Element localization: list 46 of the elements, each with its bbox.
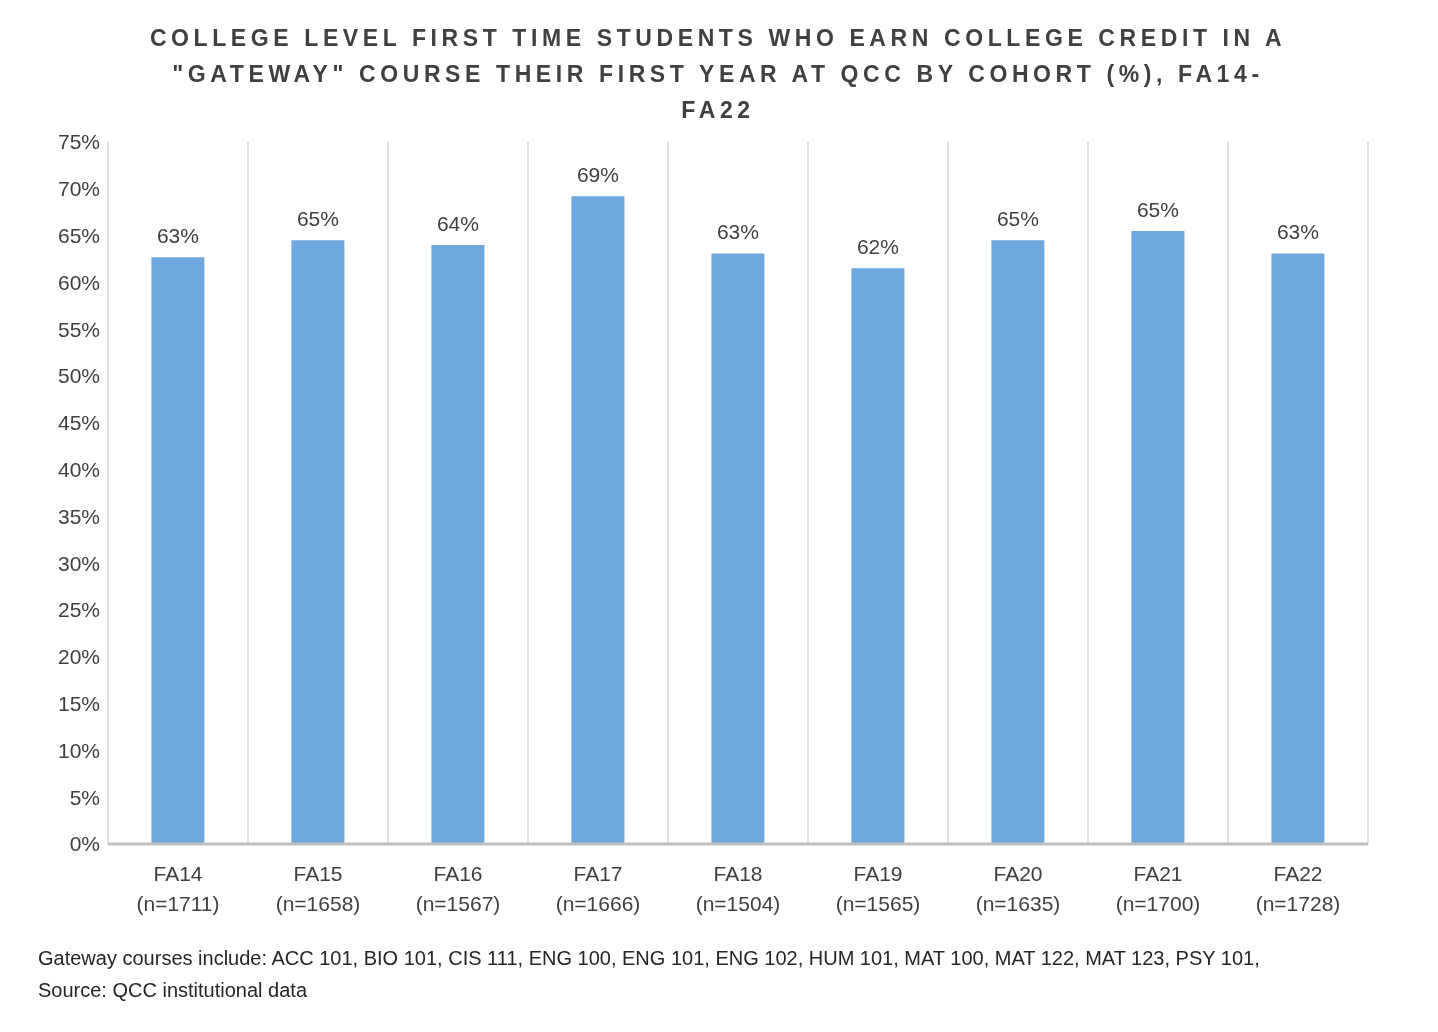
x-tick-label: FA17 (n=1666) bbox=[555, 861, 641, 916]
y-tick-label: 60% bbox=[57, 270, 100, 294]
y-tick-label: 65% bbox=[57, 224, 100, 248]
y-tick-label: 45% bbox=[57, 411, 100, 435]
x-tick-label: FA14 (n=1711) bbox=[136, 861, 220, 916]
data-label: 65% bbox=[996, 207, 1039, 231]
y-tick-label: 10% bbox=[57, 738, 100, 762]
y-tick-label: 25% bbox=[57, 598, 100, 622]
x-tick-label: FA18 (n=1504) bbox=[695, 861, 781, 916]
data-label: 69% bbox=[576, 163, 619, 187]
bar bbox=[1271, 253, 1325, 844]
source-note: Source: QCC institutional data bbox=[38, 978, 309, 1003]
bar bbox=[991, 240, 1045, 844]
y-tick-label: 75% bbox=[57, 130, 100, 154]
x-tick-label: FA15 (n=1658) bbox=[275, 861, 361, 916]
data-label: 63% bbox=[156, 224, 199, 248]
x-tick-label: FA19 (n=1565) bbox=[835, 861, 921, 916]
x-tick-label: FA20 (n=1635) bbox=[975, 861, 1061, 916]
y-tick-label: 20% bbox=[57, 645, 100, 669]
data-label: 65% bbox=[1136, 197, 1179, 221]
chart-title: COLLEGE LEVEL FIRST TIME STUDENTS WHO EARN COLLEGE CREDIT IN A "GATEWAY" COURSE THEIR FIRST YEAR AT QCC BY COHORT (%), FA14-FA22 bbox=[148, 24, 1288, 125]
y-tick-label: 70% bbox=[57, 177, 100, 201]
x-tick-label: FA16 (n=1567) bbox=[415, 861, 501, 916]
data-label: 62% bbox=[856, 235, 899, 259]
y-tick-label: 30% bbox=[57, 551, 100, 575]
bar bbox=[431, 244, 485, 844]
y-tick-label: 40% bbox=[57, 458, 100, 482]
data-label: 65% bbox=[296, 207, 339, 231]
y-tick-label: 55% bbox=[57, 317, 100, 341]
bar bbox=[711, 253, 765, 844]
y-tick-label: 50% bbox=[57, 364, 100, 388]
y-tick-label: 35% bbox=[57, 504, 100, 528]
bar bbox=[571, 196, 625, 844]
bar bbox=[1131, 230, 1185, 844]
y-tick-label: 0% bbox=[69, 832, 100, 856]
bar bbox=[291, 240, 345, 844]
data-label: 63% bbox=[716, 220, 759, 244]
data-label: 64% bbox=[436, 211, 479, 235]
text: Gateway courses include: ACC 101, BIO 101, CIS 111, ENG 100, ENG 101, ENG 102, HUM 101, MAT 100, MAT 122, MAT 123, PSY 101, bbox=[38, 946, 1261, 971]
y-tick-label: 5% bbox=[69, 785, 100, 809]
bar bbox=[851, 268, 905, 844]
data-label: 63% bbox=[1276, 220, 1319, 244]
y-tick-label: 15% bbox=[57, 692, 100, 716]
x-tick-label: FA22 (n=1728) bbox=[1255, 861, 1341, 916]
bar bbox=[151, 257, 205, 844]
x-tick-label: FA21 (n=1700) bbox=[1115, 861, 1201, 916]
